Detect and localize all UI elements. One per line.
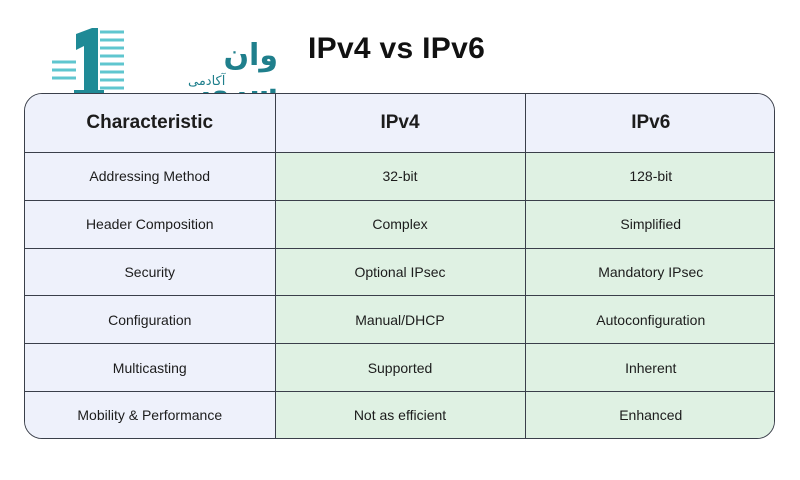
row-ipv6-value: Simplified [524,199,774,249]
row-ipv4-value: Optional IPsec [274,247,526,297]
comparison-table: Characteristic IPv4 IPv6 Addressing Meth… [24,93,775,439]
table-row: Header Composition Complex Simplified [25,199,774,249]
table-row: Mobility & Performance Not as efficient … [25,391,774,438]
table-row: Addressing Method 32-bit 128-bit [25,152,774,201]
row-ipv6-value: Mandatory IPsec [524,247,774,297]
row-ipv4-value: Supported [274,343,526,393]
header-characteristic: Characteristic [25,94,276,153]
row-ipv6-value: Enhanced [524,391,774,438]
row-ipv4-value: 32-bit [274,152,526,201]
table-row: Security Optional IPsec Mandatory IPsec [25,247,774,297]
page-title: IPv4 vs IPv6 [308,32,486,65]
row-ipv6-value: Inherent [524,343,774,393]
row-characteristic: Configuration [25,295,276,345]
row-characteristic: Header Composition [25,199,276,249]
row-ipv6-value: Autoconfiguration [524,295,774,345]
table-header-row: Characteristic IPv4 IPv6 [25,94,774,153]
academy-logo: وان سرور آکادمی [48,24,279,108]
header-ipv4: IPv4 [274,94,526,153]
row-characteristic: Addressing Method [25,152,276,201]
table-row: Multicasting Supported Inherent [25,343,774,393]
row-ipv4-value: Manual/DHCP [274,295,526,345]
row-ipv4-value: Complex [274,199,526,249]
row-ipv4-value: Not as efficient [274,391,526,438]
table-row: Configuration Manual/DHCP Autoconfigurat… [25,295,774,345]
academy-logo-icon [52,28,124,98]
row-characteristic: Security [25,247,276,297]
logo-subtitle: آکادمی [188,74,226,89]
row-characteristic: Multicasting [25,343,276,393]
row-characteristic: Mobility & Performance [25,391,276,438]
header-ipv6: IPv6 [524,94,774,153]
row-ipv6-value: 128-bit [524,152,774,201]
